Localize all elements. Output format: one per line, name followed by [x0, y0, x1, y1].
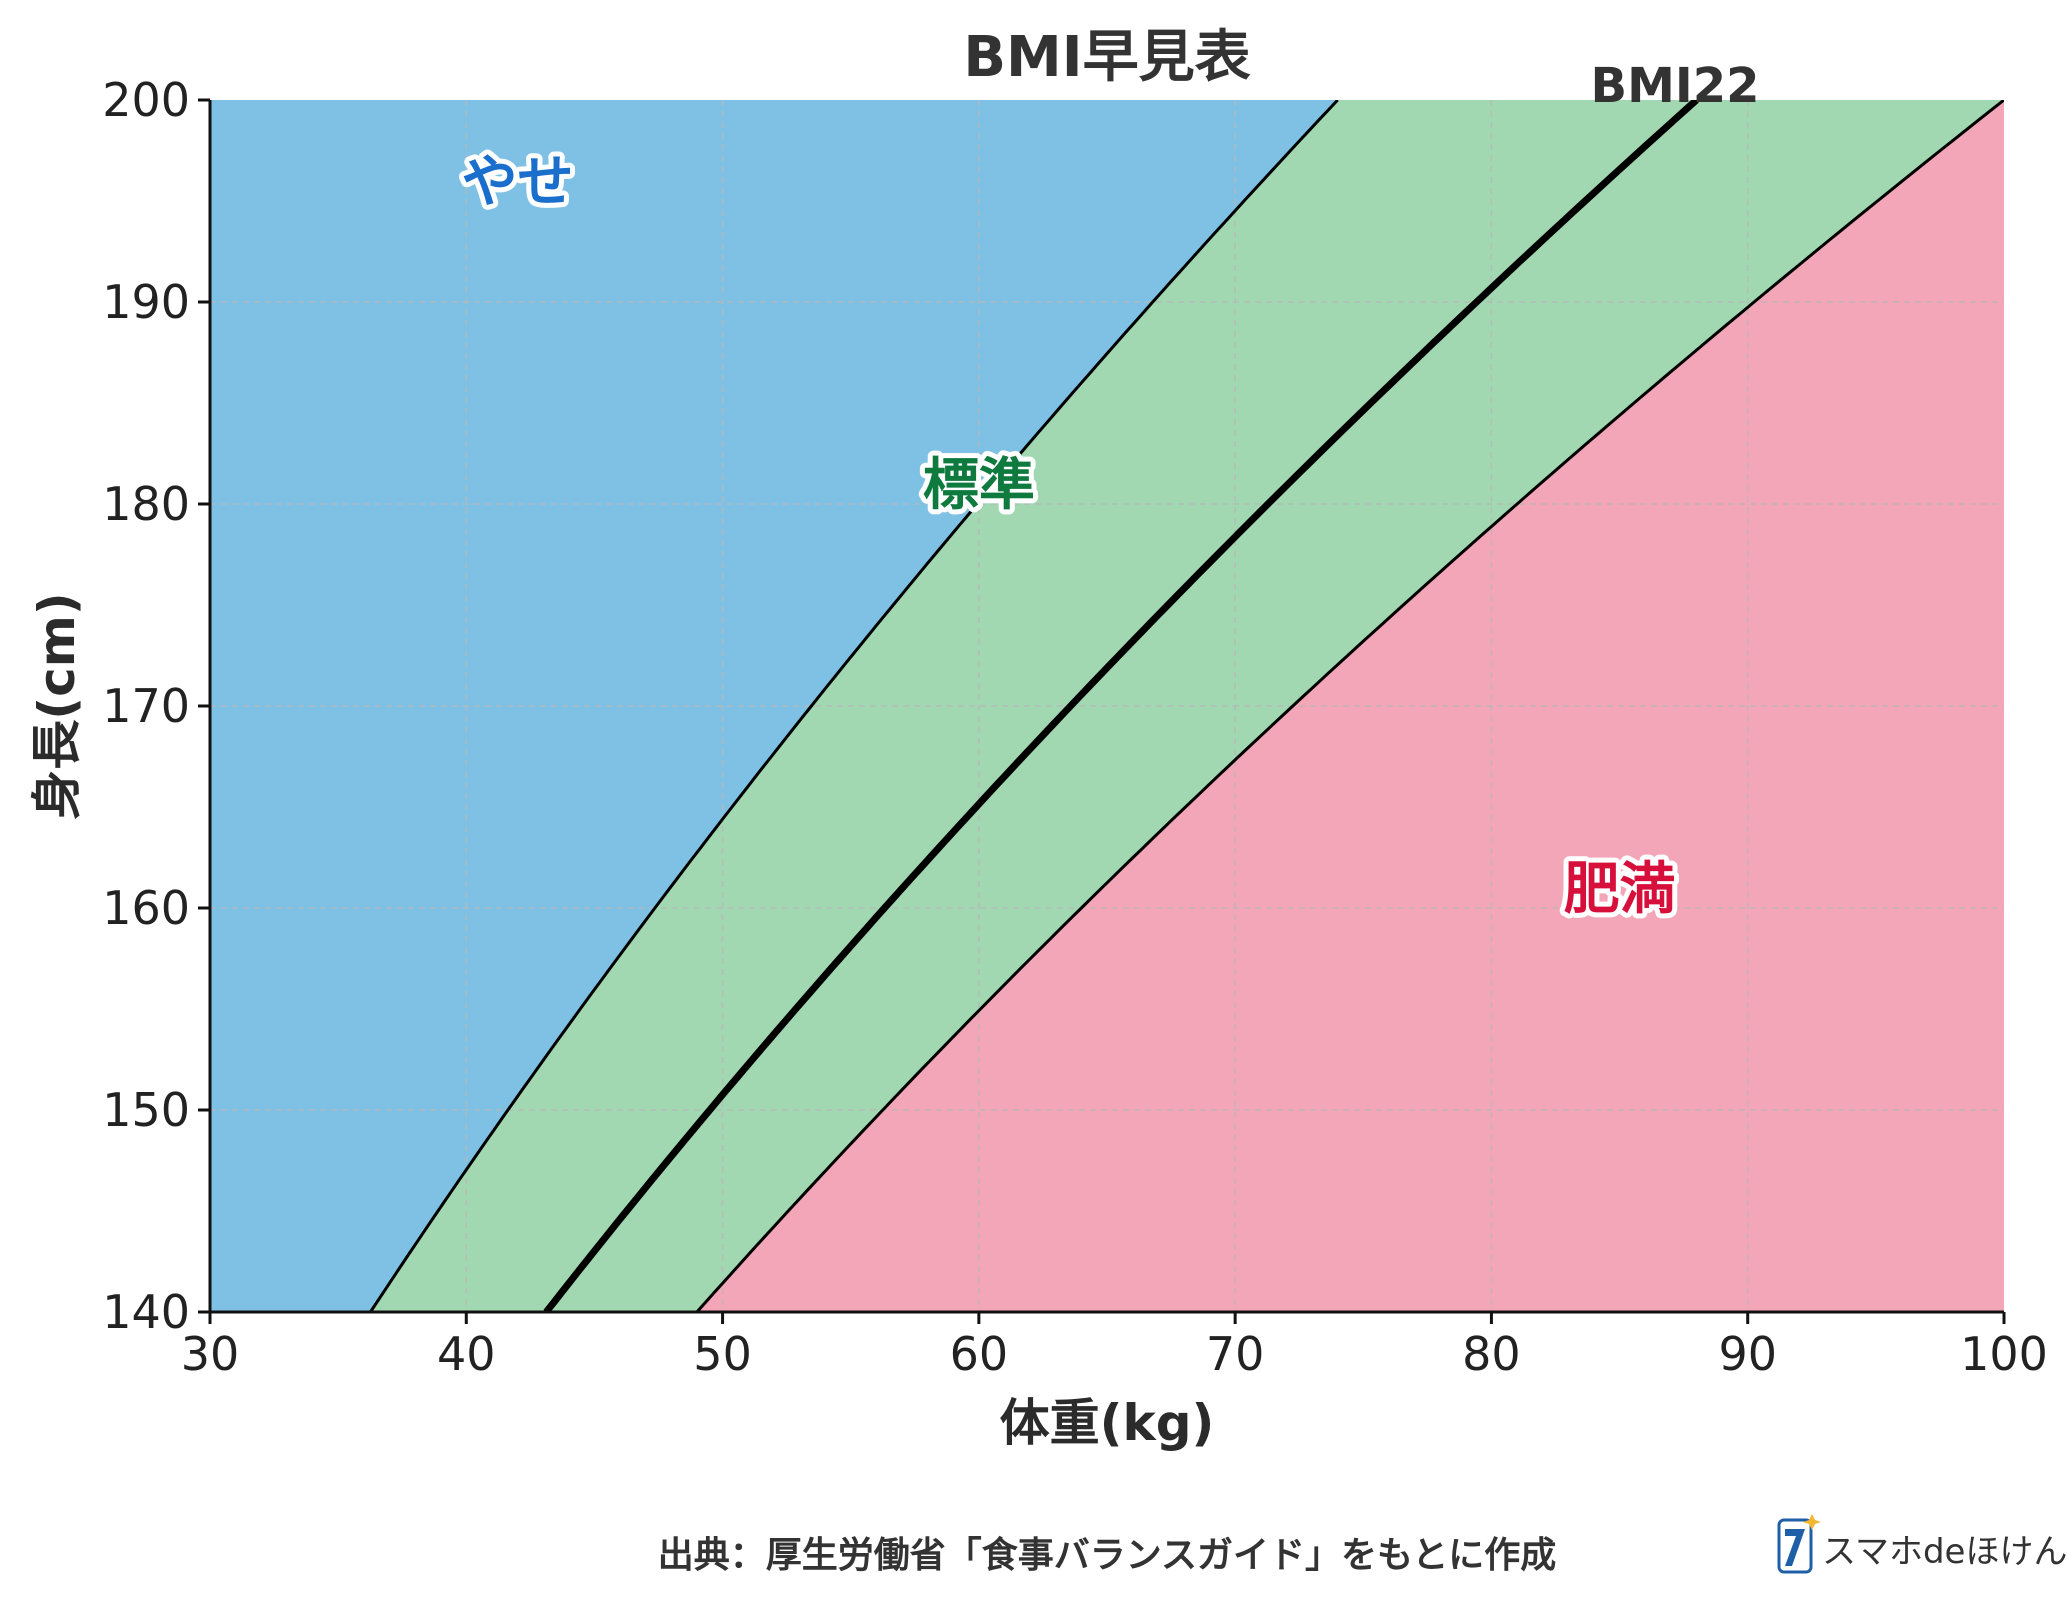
zone-label-0: やせ [462, 150, 574, 215]
y-tick-label: 150 [102, 1083, 190, 1137]
grid [210, 100, 2004, 1312]
logo-text: スマホdeほけん [1822, 1532, 2067, 1572]
chart-title: BMI早見表 [963, 25, 1250, 90]
tick-labels: 30 40 50 60 70 80 90 100 140 150 160 170 180 190 200 [102, 73, 2048, 1381]
x-tick-label: 80 [1462, 1327, 1521, 1381]
logo: スマホdeほけん [1777, 1514, 2067, 1574]
bmi-lines [369, 100, 2004, 1312]
x-tick-label: 50 [693, 1327, 752, 1381]
region-area-2 [696, 100, 2004, 1312]
x-tick-label: 100 [1960, 1327, 2048, 1381]
x-tick-label: 30 [181, 1327, 240, 1381]
y-tick-label: 200 [102, 73, 190, 127]
y-tick-label: 160 [102, 881, 190, 935]
series-line-bmi-22 [543, 100, 1699, 1312]
logo-7-icon [1777, 1514, 1821, 1574]
series-line-bmi-18-5 [369, 100, 1339, 1312]
y-tick-label: 170 [102, 679, 190, 733]
y-tick-label: 140 [102, 1285, 190, 1339]
series-line-bmi-25 [695, 100, 2004, 1312]
x-tick-label: 90 [1718, 1327, 1777, 1381]
source-note: 出典：厚生労働省「食事バランスガイド」をもとに作成 [658, 1535, 1557, 1576]
bmi22-line-label: BMI22 [1590, 58, 1759, 114]
x-tick-label: 60 [950, 1327, 1009, 1381]
x-tick-label: 70 [1206, 1327, 1265, 1381]
y-axis-title: 身長(cm) [28, 592, 86, 819]
zone-label-1: 標準 [923, 453, 1035, 518]
x-tick-label: 40 [437, 1327, 496, 1381]
zone-label-2: 肥満 [1564, 857, 1676, 922]
y-tick-label: 180 [102, 477, 190, 531]
x-axis-title: 体重(kg) [1000, 1394, 1215, 1452]
region-area-1 [370, 100, 2004, 1312]
y-tick-label: 190 [102, 275, 190, 329]
